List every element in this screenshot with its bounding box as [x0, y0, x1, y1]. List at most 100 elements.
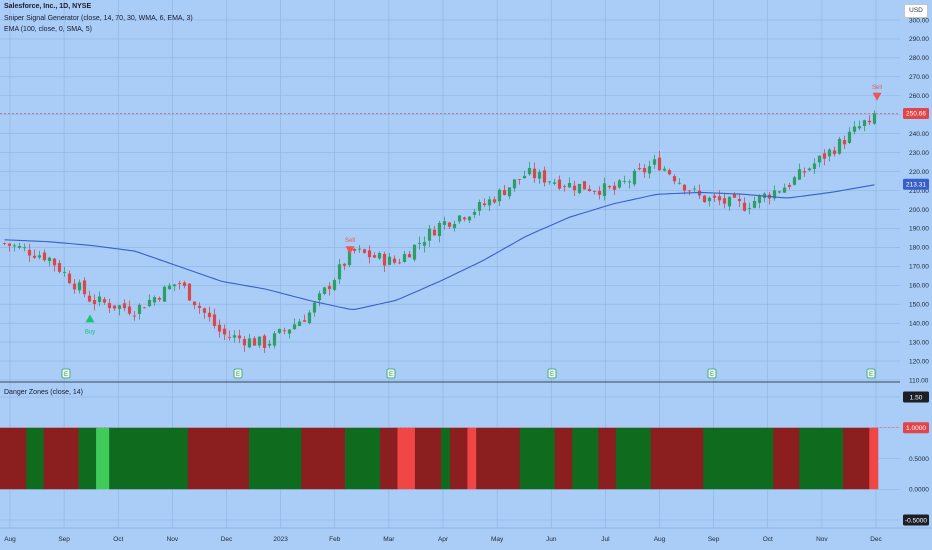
osc-tick-label: 1.0000 — [906, 425, 926, 432]
danger-zone-band — [869, 427, 879, 490]
indicator-legend-sniper[interactable]: Sniper Signal Generator (close, 14, 70, … — [4, 15, 193, 22]
danger-zone-band — [467, 427, 477, 490]
candle-body — [812, 163, 817, 169]
candle-body — [117, 305, 122, 309]
candle-body — [737, 198, 742, 202]
candle-body — [427, 228, 432, 241]
candle-body — [82, 280, 87, 295]
candle-body — [862, 120, 867, 127]
danger-zone-band — [301, 427, 346, 490]
candle-body — [647, 166, 652, 174]
candle-body — [502, 189, 507, 196]
symbol-legend[interactable]: Salesforce, Inc., 1D, NYSE — [4, 3, 92, 10]
earnings-icon[interactable]: E — [233, 368, 243, 379]
candle-body — [192, 301, 197, 306]
time-axis[interactable]: Aug Sep Oct Nov Dec 2023 Feb Mar Apr May Jun Jul Aug… — [4, 536, 882, 543]
candle-body — [612, 185, 617, 190]
price-tick-label: 160.00 — [909, 283, 929, 290]
candle-body — [52, 258, 57, 266]
danger-zone-band — [519, 427, 556, 490]
buy-signal-icon — [85, 314, 95, 323]
danger-zone-band — [43, 427, 79, 490]
candle-body — [202, 308, 207, 313]
candle-body — [302, 320, 307, 322]
indicator-legend-danger-zones[interactable]: Danger Zones (close, 14) — [4, 389, 83, 396]
time-tick-label: Dec — [870, 536, 882, 543]
osc-tick-label: 0.5000 — [909, 456, 929, 463]
earnings-icon[interactable]: E — [866, 368, 876, 379]
danger-zone-band — [187, 427, 250, 490]
candle-body — [182, 282, 187, 286]
candle-body — [742, 202, 747, 211]
earnings-icon[interactable]: E — [386, 368, 396, 379]
indicator-legend-ema[interactable]: EMA (100, close, 0, SMA, 5) — [4, 26, 92, 33]
candle-body — [832, 150, 837, 155]
candle-body — [487, 199, 492, 206]
candle-body — [717, 196, 722, 201]
danger-zones-pane[interactable] — [0, 427, 900, 490]
price-axis[interactable]: 300.00290.00280.00270.00260.00250.00240.… — [903, 17, 929, 384]
candle-body — [452, 223, 457, 229]
candle-body — [352, 248, 357, 251]
osc-tick-label: -0.5000 — [905, 517, 927, 524]
candle-body — [112, 305, 117, 309]
time-tick-label: Oct — [113, 536, 123, 543]
candle-body — [652, 159, 657, 165]
osc-tick-badge — [903, 422, 929, 434]
svg-text:E: E — [389, 372, 393, 378]
candle-body — [32, 255, 37, 258]
candle-body — [372, 255, 377, 258]
candle-body — [132, 315, 137, 317]
candle-body — [417, 242, 422, 244]
current-price-badge — [903, 107, 929, 119]
candle-body — [592, 191, 597, 192]
candle-body — [687, 190, 692, 192]
candle-body — [107, 303, 112, 309]
time-tick-label: Aug — [654, 536, 666, 543]
sell-signal-icon — [872, 92, 882, 101]
candle-body — [522, 175, 527, 179]
candle-body — [822, 153, 827, 159]
earnings-icon[interactable]: E — [61, 368, 71, 379]
candle-body — [392, 258, 397, 263]
candle-body — [517, 179, 522, 180]
candle-body — [557, 179, 562, 189]
time-tick-label: Nov — [816, 536, 828, 543]
candle-body — [227, 336, 232, 338]
earnings-icon[interactable]: E — [547, 368, 557, 379]
candle-body — [272, 333, 277, 346]
currency-button[interactable]: USD — [904, 4, 928, 18]
candle-body — [127, 306, 132, 314]
time-tick-label: Sep — [58, 536, 70, 543]
candle-body — [852, 126, 857, 132]
danger-zone-band — [248, 427, 302, 490]
price-tick-label: 120.00 — [909, 358, 929, 365]
candle-body — [567, 182, 572, 188]
candle-body — [197, 305, 202, 308]
candle-body — [507, 187, 512, 197]
price-pane[interactable]: Buy Sell Sell E E E E E E — [0, 85, 900, 379]
time-tick-label: Feb — [329, 536, 341, 543]
candle-body — [42, 252, 47, 261]
time-tick-label: Jun — [546, 536, 557, 543]
danger-zone-band — [650, 427, 704, 490]
candle-body — [802, 171, 807, 173]
osc-axis[interactable]: 1.50 1.0000 0.5000 0.0000 -0.5000 — [903, 391, 929, 526]
candle-body — [437, 222, 442, 237]
candle-body — [77, 282, 82, 291]
candle-body — [492, 199, 497, 203]
candle-body — [512, 179, 517, 189]
danger-zone-band — [397, 427, 416, 490]
candle-body — [307, 312, 312, 324]
price-tick-label: 230.00 — [909, 150, 929, 157]
danger-zone-band — [615, 427, 652, 490]
time-tick-label: Oct — [763, 536, 773, 543]
candle-body — [582, 181, 587, 190]
earnings-icon[interactable]: E — [707, 368, 717, 379]
candle-body — [137, 304, 142, 314]
candle-body — [152, 297, 157, 303]
candle-body — [277, 329, 282, 333]
ema-line — [4, 184, 875, 310]
candle-body — [577, 184, 582, 194]
